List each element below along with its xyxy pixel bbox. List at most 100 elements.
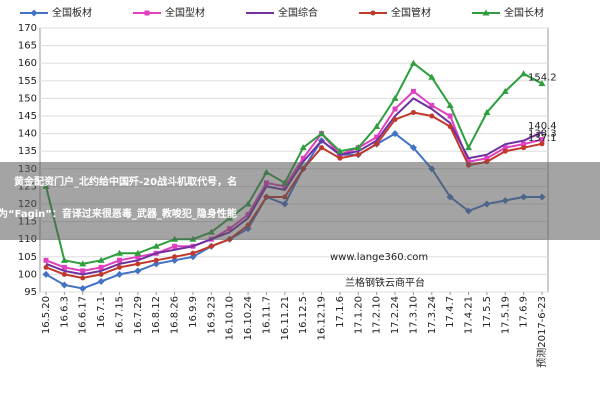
x-tick-label: 17.4.7 [445,296,456,328]
marker [539,141,545,147]
overlay-text: 隐身性能 [280,239,320,252]
y-tick-label: 145 [18,111,37,122]
marker [446,101,454,108]
x-tick-label: 17.2.24 [390,296,401,334]
x-tick-label: 16.7.15 [114,296,125,334]
marker [429,102,435,108]
marker [79,260,87,267]
marker [502,145,508,151]
marker [482,9,490,16]
y-tick-label: 100 [18,269,37,280]
marker [61,264,67,270]
marker [135,254,141,260]
marker [208,243,214,249]
marker [466,159,472,165]
marker [172,243,178,249]
y-tick-label: 165 [18,41,37,52]
legend-label: 全国管材 [391,6,431,19]
y-tick-label: 95 [24,287,37,298]
x-tick-label: 17.1.20 [353,296,364,334]
marker [410,88,416,94]
marker [318,130,326,137]
marker [61,271,67,277]
x-tick-label: 16.5.20 [41,296,52,334]
marker [134,249,142,256]
marker [336,147,344,154]
x-tick-label: 16.8.26 [170,296,181,334]
marker [300,155,306,161]
marker [144,10,150,16]
marker [521,145,527,151]
marker [152,242,160,249]
marker [465,144,473,151]
marker [172,254,178,260]
marker [374,134,380,140]
marker [409,59,417,66]
marker [337,155,343,161]
marker [354,144,362,151]
marker [539,137,545,143]
marker [428,73,436,80]
x-tick-label: 17.3.24 [427,296,438,334]
x-tick-label: 16.7.1 [96,296,107,328]
x-tick-label: 16.11.7 [261,296,272,334]
x-tick-label: 16.6.3 [59,296,70,328]
marker [135,261,141,267]
marker [134,267,142,275]
x-tick-label: 17.6.9 [519,296,530,328]
marker [392,117,398,123]
marker [370,10,376,16]
x-tick-label: 16.9.23 [206,296,217,334]
x-tick-label: 16.7.29 [133,296,144,334]
marker [501,87,509,94]
marker [447,124,453,130]
legend-label: 全国综合 [278,6,318,19]
marker [79,284,87,292]
y-tick-label: 160 [18,58,37,69]
marker [60,281,68,289]
value-label: 138.3 [528,129,557,140]
marker [43,264,49,270]
marker [319,145,325,151]
marker [355,152,361,158]
marker [190,250,196,256]
marker [30,9,38,17]
marker [409,144,417,152]
marker [429,113,435,119]
y-tick-label: 150 [18,93,37,104]
y-tick-label: 170 [18,23,37,34]
x-tick-label: 17.5.19 [500,296,511,334]
x-tick-label: 17.5.5 [482,296,493,328]
marker [60,256,68,263]
x-tick-label: 16.10.24 [243,296,254,341]
marker [43,257,49,263]
x-tick-label: 16.12.19 [317,296,328,341]
x-tick-label: 17.1.6 [335,296,346,328]
marker [373,123,381,130]
value-label: 140.4 [528,121,557,132]
x-tick-label: 16.12.5 [298,296,309,334]
legend-label: 全国型材 [165,6,205,19]
x-tick-label: 16.6.17 [78,296,89,334]
marker [115,270,123,278]
marker [153,257,159,263]
x-tick-label: 16.8.12 [151,296,162,334]
y-tick-label: 105 [18,252,37,263]
marker [98,264,104,270]
overlay-band [0,162,600,240]
overlay-text: 为“Fagin”：音译过来很恶毒_武器_教唆犯_隐身性能 [0,207,237,220]
marker [410,109,416,115]
overlay-text: 黄金配资门户_北约给中国歼-20战斗机取代号，名 [14,175,237,188]
brand-text: 兰格钢铁云商平台 [345,276,425,289]
x-tick-label: 17.3.10 [408,296,419,334]
marker [299,144,307,151]
legend-label: 全国板材 [52,6,92,19]
marker [391,130,399,138]
marker [538,80,546,87]
marker [42,270,50,278]
marker [391,94,399,101]
marker [116,257,122,263]
site-text: www.lange360.com [330,252,428,263]
y-tick-label: 135 [18,146,37,157]
marker [447,113,453,119]
